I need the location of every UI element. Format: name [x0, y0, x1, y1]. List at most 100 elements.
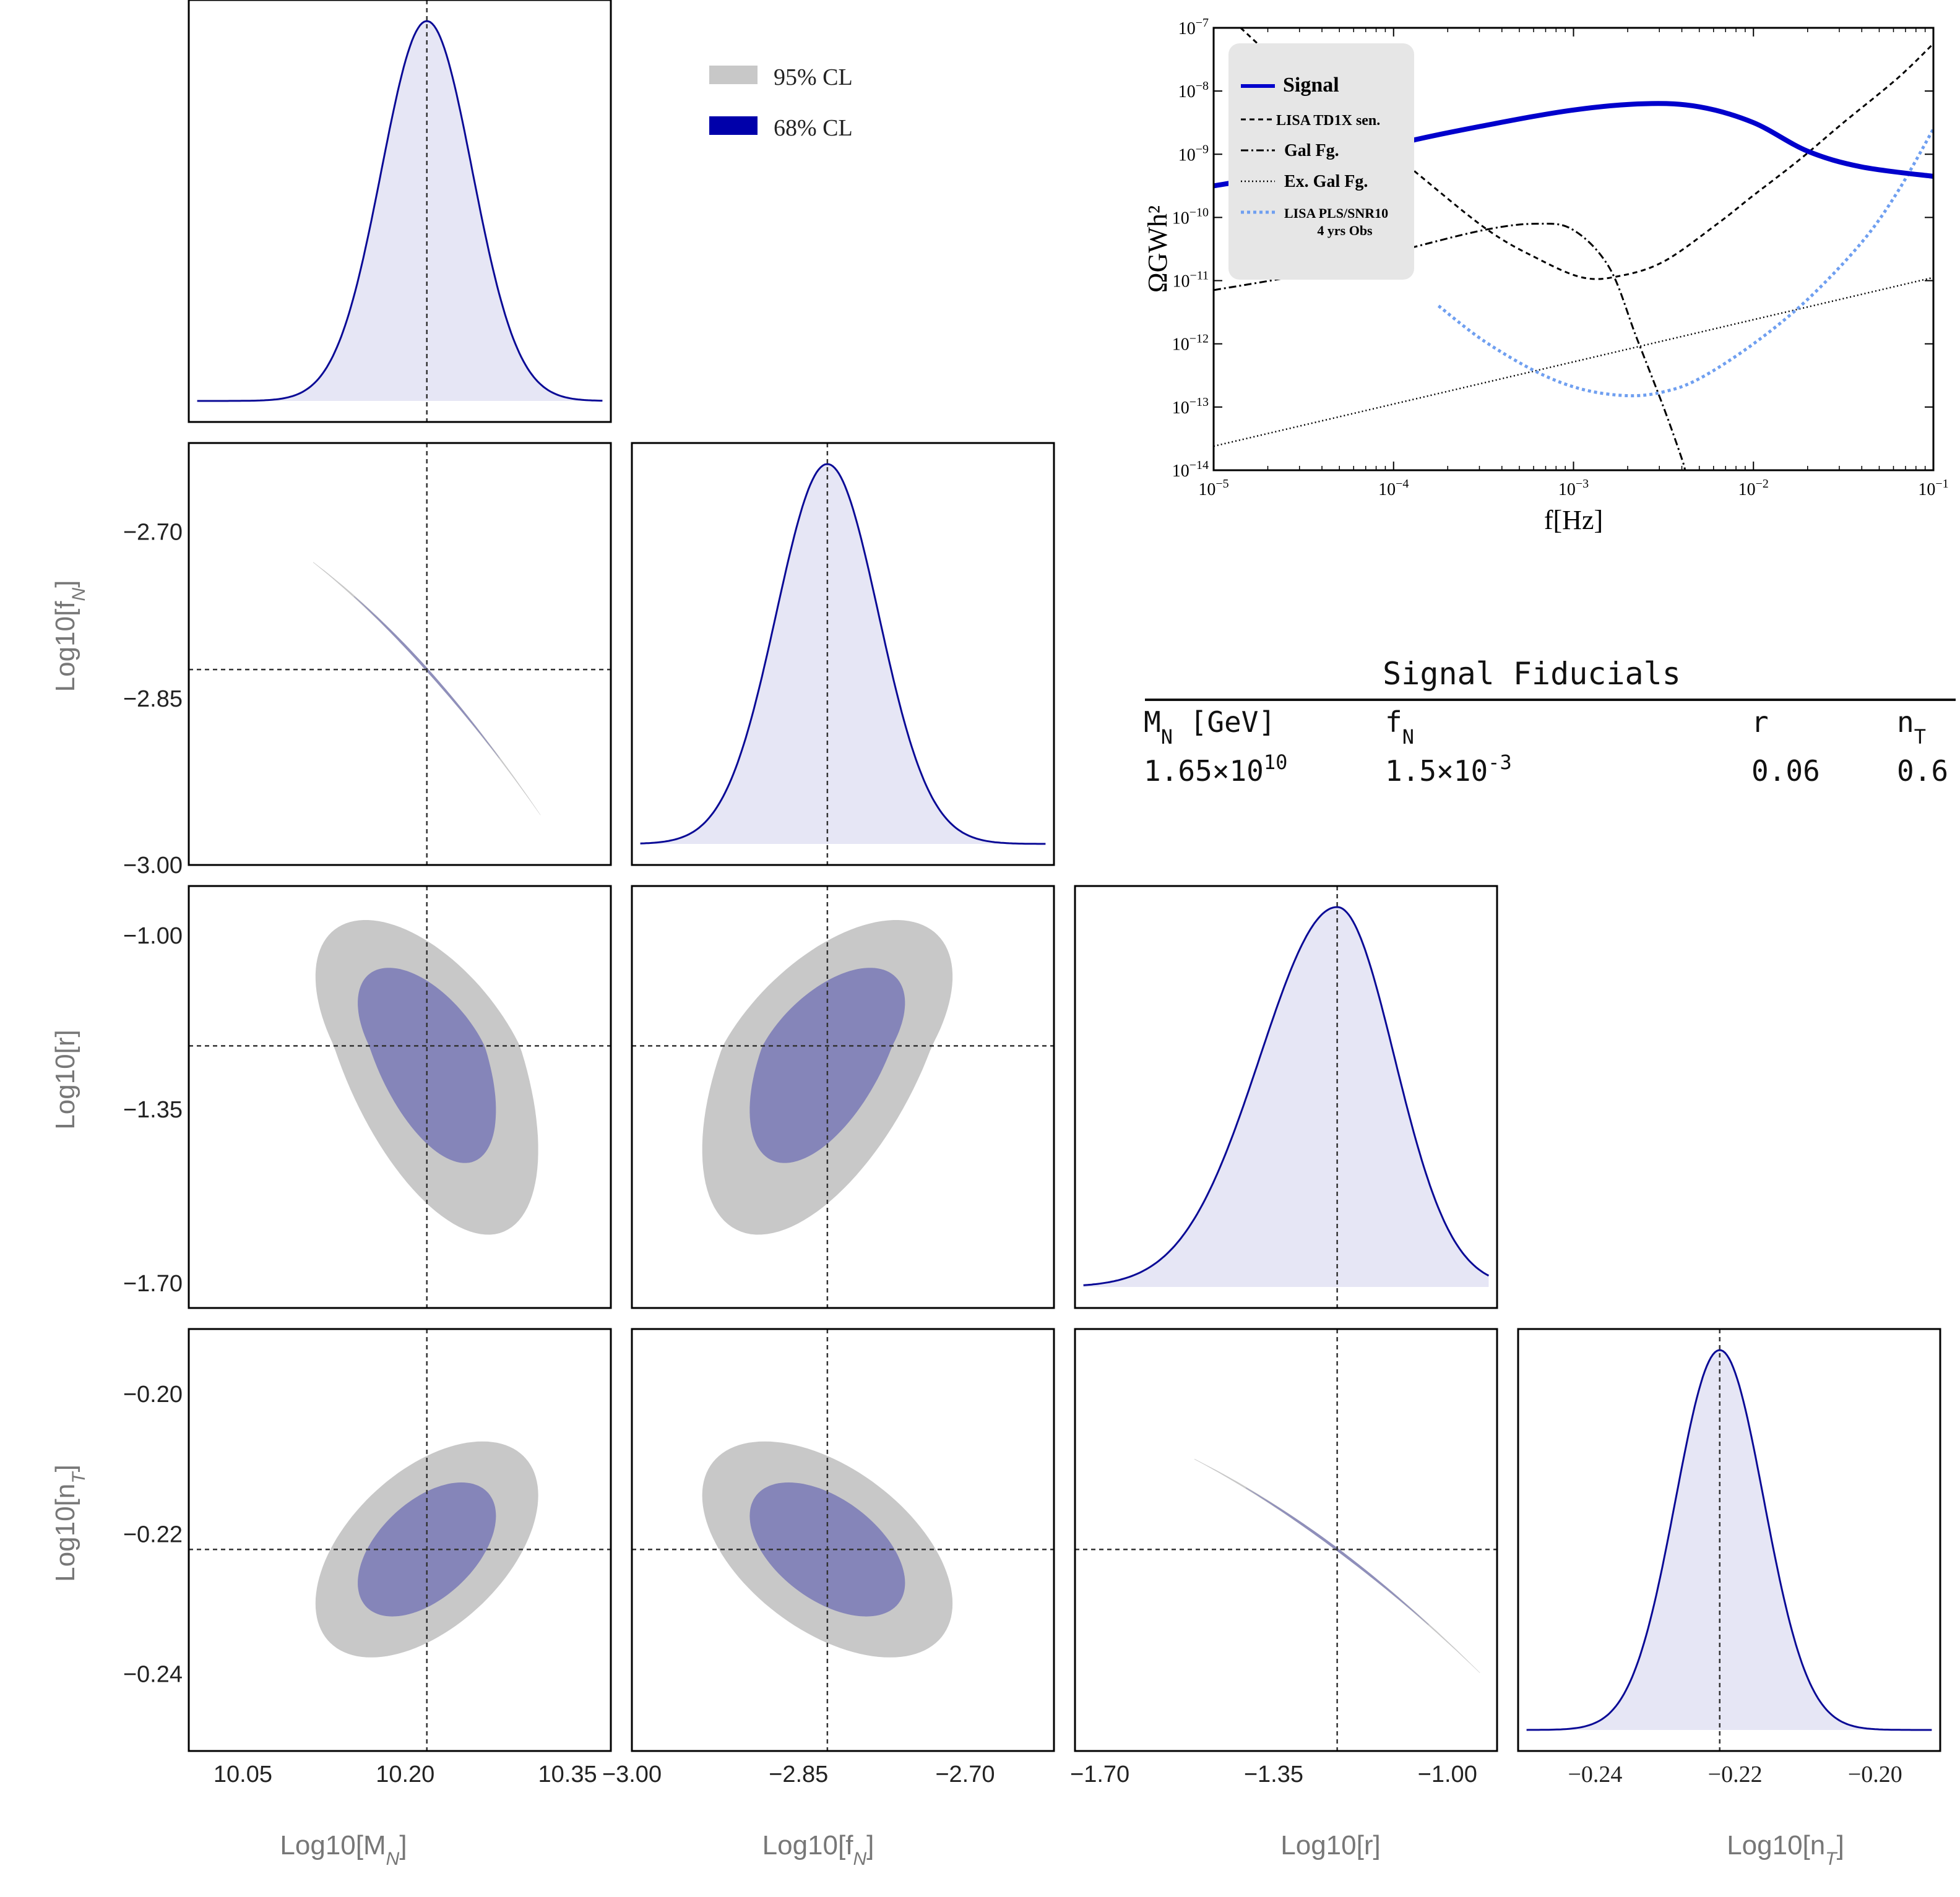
panel-content: [189, 1329, 611, 1751]
gw-x-tick-label: 10−1: [1918, 477, 1948, 499]
header-MN: MN [GeV]: [1144, 705, 1276, 749]
panel-content: [189, 443, 611, 865]
panel-content: [640, 443, 1046, 865]
header-nT: nT: [1897, 705, 1926, 749]
gw-x-tick-label: 10−3: [1558, 477, 1589, 499]
x-tick-label: −0.22: [1708, 1762, 1763, 1787]
tick-exp: −5: [1215, 477, 1228, 491]
gw-x-tick-label: 10−5: [1198, 477, 1228, 499]
gw-series-4: [1437, 128, 1933, 398]
tick-exp: −9: [1196, 142, 1209, 156]
panel-frame: [631, 442, 1055, 866]
gw-ticks: [1213, 27, 1934, 471]
gw-y-tick-label: 10−12: [1172, 332, 1209, 355]
tick-exp: −12: [1189, 332, 1209, 346]
tick-base: 10: [1918, 480, 1935, 499]
panel-1-0: −3.00 −2.85 −2.70: [123, 442, 612, 879]
gw-y-axis-label: ΩGWh²: [1142, 205, 1173, 293]
panel-content: [1083, 886, 1490, 1308]
tick-base: 10: [1178, 145, 1196, 165]
tick-base: 10: [1378, 480, 1396, 499]
x-tick-label: 10.35: [538, 1762, 597, 1787]
panel-2-0: −1.70 −1.35 −1.00: [123, 885, 612, 1309]
gw-series-3: [1214, 277, 1933, 447]
x-tick-label: −3.00: [602, 1762, 662, 1787]
header-fN: fN: [1385, 705, 1414, 749]
gw-legend-label: Gal Fg.: [1284, 141, 1339, 160]
legend-label-68: 68% CL: [774, 115, 853, 141]
tick-exp: −14: [1189, 458, 1209, 472]
tick-exp: −10: [1189, 205, 1209, 219]
gw-spectrum-plot: 10−5 10−4 10−3 10−2 10−110−1410−1310−1210−11…: [1142, 16, 1949, 535]
panel-content: [1075, 1329, 1497, 1751]
tick-exp: −7: [1196, 16, 1209, 30]
gw-x-tick-label: 10−4: [1378, 477, 1409, 499]
x-tick-label: −2.85: [769, 1762, 828, 1787]
tick-exp: −8: [1196, 79, 1209, 93]
panel-frame: [631, 885, 1055, 1309]
tick-base: 10: [1172, 335, 1189, 355]
x-tick-label: −0.20: [1848, 1762, 1902, 1787]
tick-base: 10: [1172, 462, 1189, 481]
panel-frame: [188, 442, 612, 866]
y-tick-label: −1.35: [123, 1097, 183, 1123]
posterior-curve: [197, 20, 603, 402]
y-axis-label-r: Log10[r]: [50, 1030, 80, 1129]
panel-3-2: −1.70 −1.35 −1.00: [1070, 1328, 1498, 1787]
panel-content: [632, 1329, 1054, 1751]
panel-content: [1526, 1329, 1932, 1751]
x-tick-label: −1.00: [1418, 1762, 1477, 1787]
tick-base: 10: [1738, 480, 1756, 499]
fiducials-title: Signal Fiducials: [1383, 656, 1681, 692]
y-tick-label: −0.24: [123, 1662, 183, 1688]
gw-y-tick-label: 10−13: [1172, 395, 1209, 418]
tick-exp: −3: [1576, 477, 1589, 491]
tick-base: 10: [1558, 480, 1576, 499]
panel-frame: [188, 1328, 612, 1752]
panel-2-1: [631, 885, 1055, 1309]
panel-0-0: [188, 0, 612, 423]
y-tick-label: −1.70: [123, 1271, 183, 1297]
panel-content: [632, 886, 1054, 1308]
x-tick-label: 10.05: [214, 1762, 272, 1787]
panel-3-0: −0.24 −0.22 −0.20 10.05 10.20 10.35: [123, 1328, 612, 1787]
tick-base: 10: [1178, 19, 1196, 38]
tick-base: 10: [1178, 82, 1196, 101]
x-tick-label: −1.70: [1070, 1762, 1129, 1787]
gw-y-tick-label: 10−7: [1178, 16, 1209, 38]
tick-exp: −1: [1935, 477, 1948, 491]
gw-x-axis-label: f[Hz]: [1544, 505, 1603, 535]
gw-legend-label-line2: 4 yrs Obs: [1317, 223, 1373, 238]
tick-exp: −11: [1189, 269, 1209, 283]
posterior-curve: [1526, 1349, 1932, 1731]
legend-swatch-68: [709, 116, 758, 135]
value-r: 0.06: [1751, 754, 1820, 788]
posterior-fill: [197, 21, 603, 402]
x-axis-labels: Log10[MN] Log10[fN] Log10[r] Log10[nT]: [280, 1830, 1844, 1869]
header-r: r: [1751, 705, 1769, 739]
legend-swatch-95: [709, 66, 758, 84]
tick-base: 10: [1172, 398, 1189, 418]
value-fN: 1.5×10-3: [1385, 751, 1512, 788]
tick-base: 10: [1172, 209, 1189, 228]
triangle-panels: −3.00 −2.85 −2.70 −1.70 −1.35 −1.00 −0.24 −0.22…: [123, 0, 1941, 1787]
panel-frame: [1517, 1328, 1941, 1752]
panel-frame: [631, 1328, 1055, 1752]
y-tick-label: −0.22: [123, 1521, 183, 1547]
fiducials-table: Signal Fiducials MN [GeV] fN r nT 1.65×1…: [1144, 656, 1956, 788]
y-tick-label: −3.00: [123, 853, 183, 879]
panel-1-1: [631, 442, 1055, 866]
tick-base: 10: [1198, 480, 1215, 499]
tick-exp: −13: [1189, 395, 1209, 409]
x-axis-label-fN: Log10[fN]: [762, 1830, 874, 1869]
value-nT: 0.6: [1897, 754, 1948, 788]
panel-3-3: −0.24 −0.22 −0.20: [1517, 1328, 1941, 1787]
gw-legend-label: LISA TD1X sen.: [1276, 113, 1380, 129]
cl-legend: 95% CL 68% CL: [709, 64, 853, 141]
x-tick-label: −1.35: [1244, 1762, 1303, 1787]
value-MN: 1.65×1010: [1144, 751, 1287, 788]
panel-3-1: −3.00 −2.85 −2.70: [602, 1328, 1055, 1787]
gw-legend-label: Ex. Gal Fg.: [1284, 172, 1368, 191]
panel-content: [189, 886, 611, 1308]
